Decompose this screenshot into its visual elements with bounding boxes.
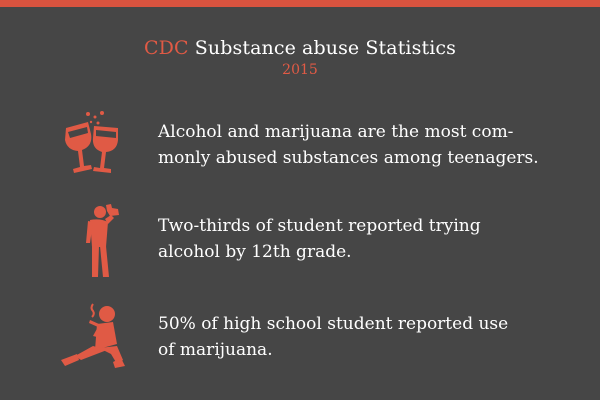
person-drinking-icon (78, 203, 128, 285)
header: CDC Substance abuse Statistics 2015 (0, 36, 600, 79)
stat-text: 50% of high school student reported use … (158, 314, 509, 360)
title-accent: CDC (144, 37, 189, 59)
title-rest: Substance abuse Statistics (194, 37, 456, 59)
wine-glasses-icon (58, 108, 128, 182)
person-smoking-icon (57, 300, 129, 376)
stat-text: Two-thirds of student reported trying al… (158, 216, 481, 262)
stat-text: Alcohol and marijuana are the most com- … (158, 122, 539, 168)
top-accent-bar (0, 0, 600, 7)
year-label: 2015 (282, 62, 318, 78)
page-title: CDC Substance abuse Statistics (0, 36, 600, 60)
